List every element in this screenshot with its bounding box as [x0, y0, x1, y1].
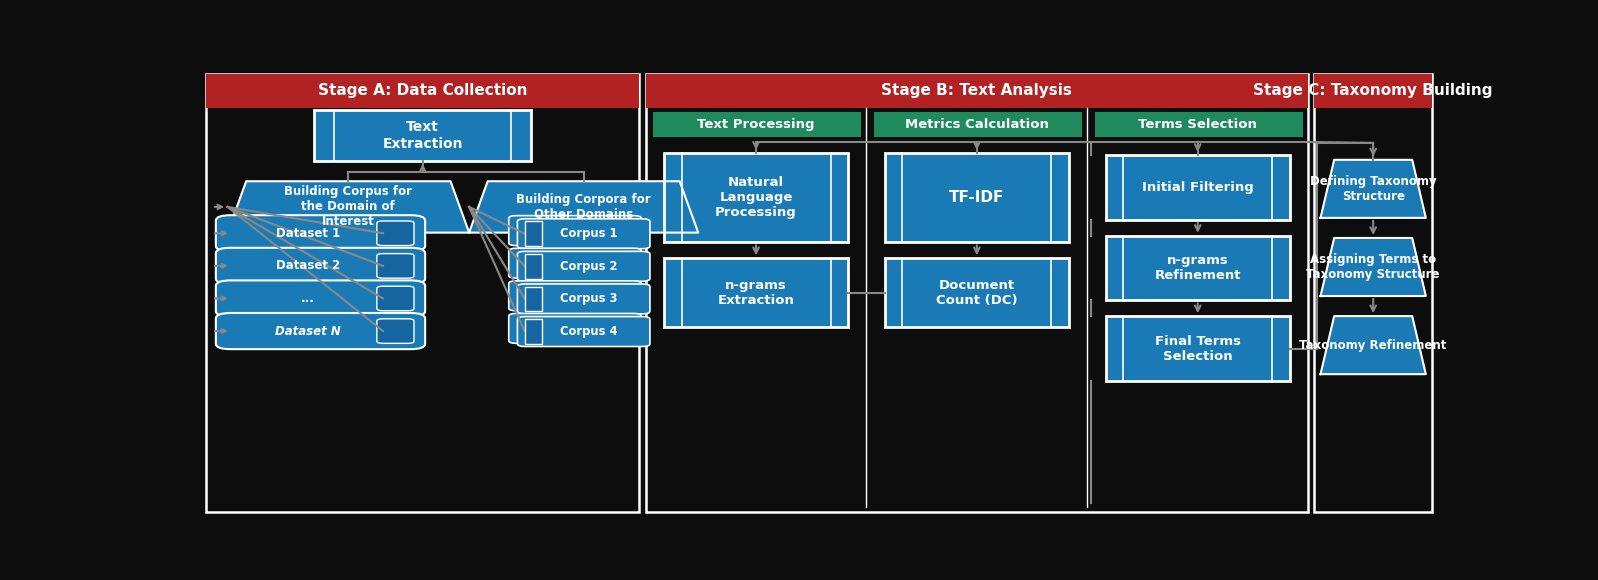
FancyBboxPatch shape — [508, 281, 641, 311]
Polygon shape — [470, 181, 698, 233]
Text: n-grams
Extraction: n-grams Extraction — [718, 278, 794, 307]
Text: Corpus 2: Corpus 2 — [559, 260, 617, 273]
FancyBboxPatch shape — [216, 280, 425, 317]
Text: TF-IDF: TF-IDF — [949, 190, 1005, 205]
FancyBboxPatch shape — [1106, 155, 1290, 220]
FancyBboxPatch shape — [524, 319, 542, 344]
Text: Dataset N: Dataset N — [275, 325, 340, 338]
FancyBboxPatch shape — [377, 319, 414, 343]
Text: Text Processing: Text Processing — [697, 118, 815, 131]
FancyBboxPatch shape — [524, 222, 542, 246]
Text: Taxonomy Refinement: Taxonomy Refinement — [1299, 339, 1446, 351]
FancyBboxPatch shape — [508, 248, 641, 278]
FancyBboxPatch shape — [646, 74, 1309, 107]
FancyBboxPatch shape — [524, 287, 542, 311]
FancyBboxPatch shape — [377, 221, 414, 245]
FancyBboxPatch shape — [665, 153, 849, 242]
Text: Dataset 2: Dataset 2 — [276, 259, 340, 273]
FancyBboxPatch shape — [508, 313, 641, 343]
FancyBboxPatch shape — [518, 317, 650, 346]
Polygon shape — [1320, 160, 1425, 218]
Text: Building Corpus for
the Domain of
Interest: Building Corpus for the Domain of Intere… — [284, 186, 412, 229]
FancyBboxPatch shape — [1095, 112, 1304, 137]
Polygon shape — [1320, 316, 1425, 374]
Text: Stage C: Taxonomy Building: Stage C: Taxonomy Building — [1253, 84, 1493, 99]
Text: Corpus 1: Corpus 1 — [559, 227, 617, 240]
FancyBboxPatch shape — [518, 251, 650, 281]
Text: Document
Count (DC): Document Count (DC) — [936, 278, 1018, 307]
Polygon shape — [1320, 238, 1425, 296]
FancyBboxPatch shape — [874, 112, 1082, 137]
FancyBboxPatch shape — [518, 219, 650, 249]
Text: Initial Filtering: Initial Filtering — [1143, 181, 1253, 194]
Text: Stage A: Data Collection: Stage A: Data Collection — [318, 84, 527, 99]
Text: Metrics Calculation: Metrics Calculation — [904, 118, 1048, 131]
FancyBboxPatch shape — [377, 253, 414, 278]
FancyBboxPatch shape — [1106, 316, 1290, 381]
FancyBboxPatch shape — [524, 254, 542, 278]
Text: Dataset 1: Dataset 1 — [276, 227, 340, 240]
Text: Corpus 4: Corpus 4 — [559, 325, 617, 338]
Text: Building Corpora for
Other Domains: Building Corpora for Other Domains — [516, 193, 650, 221]
Text: Natural
Language
Processing: Natural Language Processing — [716, 176, 797, 219]
FancyBboxPatch shape — [518, 284, 650, 314]
Text: Final Terms
Selection: Final Terms Selection — [1155, 335, 1240, 362]
Text: n-grams
Refinement: n-grams Refinement — [1154, 254, 1242, 282]
FancyBboxPatch shape — [206, 74, 639, 512]
FancyBboxPatch shape — [885, 153, 1069, 242]
Text: Terms Selection: Terms Selection — [1138, 118, 1258, 131]
FancyBboxPatch shape — [508, 216, 641, 245]
FancyBboxPatch shape — [665, 258, 849, 327]
Text: ...: ... — [300, 292, 315, 305]
FancyBboxPatch shape — [1106, 235, 1290, 300]
FancyBboxPatch shape — [646, 74, 1309, 512]
Text: Assigning Terms to
Taxonomy Structure: Assigning Terms to Taxonomy Structure — [1307, 253, 1440, 281]
Polygon shape — [227, 181, 470, 233]
Text: Defining Taxonomy
Structure: Defining Taxonomy Structure — [1310, 175, 1437, 203]
Text: Text
Extraction: Text Extraction — [382, 121, 463, 151]
FancyBboxPatch shape — [654, 112, 861, 137]
Text: Stage B: Text Analysis: Stage B: Text Analysis — [882, 84, 1072, 99]
FancyBboxPatch shape — [1314, 74, 1432, 512]
FancyBboxPatch shape — [216, 215, 425, 251]
FancyBboxPatch shape — [315, 110, 531, 161]
FancyBboxPatch shape — [206, 74, 639, 107]
FancyBboxPatch shape — [377, 286, 414, 311]
Text: Corpus 3: Corpus 3 — [559, 292, 617, 306]
FancyBboxPatch shape — [216, 248, 425, 284]
FancyBboxPatch shape — [1314, 74, 1432, 107]
FancyBboxPatch shape — [216, 313, 425, 349]
FancyBboxPatch shape — [885, 258, 1069, 327]
